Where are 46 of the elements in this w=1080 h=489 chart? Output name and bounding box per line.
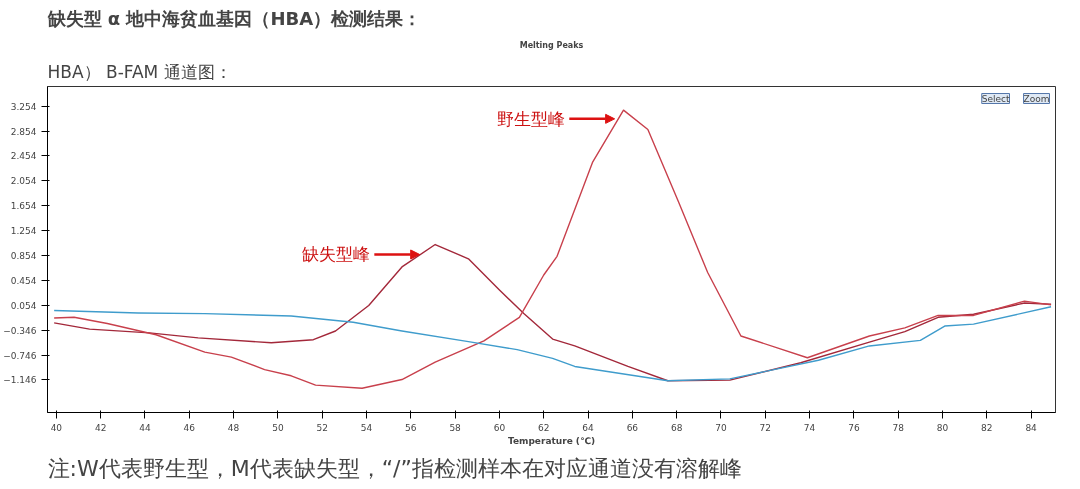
x-tick-label: 52 <box>316 422 328 433</box>
y-tick-label: −0.746 <box>3 350 37 361</box>
x-tick-label: 48 <box>227 422 240 433</box>
text: Melting Peaks <box>519 40 584 50</box>
x-tick-label: 56 <box>405 422 417 433</box>
y-tick-label: 3.254 <box>10 101 37 112</box>
annotation: 缺失型峰 <box>302 244 371 265</box>
y-tick-label: 2.454 <box>10 151 37 162</box>
x-tick-label: 70 <box>715 422 727 433</box>
y-tick-label: 2.054 <box>10 176 37 187</box>
x-tick-label: 84 <box>1025 422 1038 433</box>
x-tick-label: 50 <box>272 422 284 433</box>
x-tick-label: 76 <box>848 422 860 433</box>
chart-subtitle: HBA） B-FAM 通道图： <box>47 61 232 82</box>
y-tick-label: 0.054 <box>10 300 37 311</box>
chart-title: 缺失型 α 地中海贫血基因（HBA）检测结果： <box>46 7 422 29</box>
y-tick-label: −0.346 <box>3 325 37 336</box>
y-tick-label: 2.854 <box>10 126 37 137</box>
x-tick-label: 58 <box>449 422 462 433</box>
x-tick-label: 82 <box>981 422 993 433</box>
text: 注:W代表野生型，M代表缺失型，“/”指检测样本在对应通道没有溶解峰 <box>47 455 742 481</box>
x-tick-label: 60 <box>493 422 506 433</box>
x-tick-label: 64 <box>582 422 595 433</box>
x-tick-label: 68 <box>670 422 683 433</box>
y-tick-label: 1.254 <box>10 226 37 237</box>
x-tick-label: 40 <box>50 422 63 433</box>
line-series <box>53 109 1052 389</box>
x-tick-label: 44 <box>139 422 151 433</box>
annotation: 野生型峰 <box>497 108 566 129</box>
x-tick-label: 66 <box>626 422 639 433</box>
x-tick-label: 42 <box>94 422 107 433</box>
y-tick-label: −1.146 <box>3 375 37 386</box>
x-tick-label: 72 <box>759 422 772 433</box>
y-tick-label: 1.654 <box>10 201 37 212</box>
x-axis-title: Temperature (℃) <box>508 435 595 446</box>
x-tick-label: 74 <box>803 422 816 433</box>
x-tick-label: 54 <box>360 422 373 433</box>
y-tick-label: 0.854 <box>10 250 37 261</box>
x-tick-label: 62 <box>538 422 550 433</box>
annotation: Zoom <box>1023 93 1050 104</box>
line-series <box>53 243 1052 382</box>
y-tick-label: 0.454 <box>10 275 37 286</box>
x-tick-label: 78 <box>892 422 905 433</box>
x-tick-label: 80 <box>936 422 949 433</box>
x-tick-label: 46 <box>183 422 196 433</box>
line-series <box>53 306 1052 382</box>
